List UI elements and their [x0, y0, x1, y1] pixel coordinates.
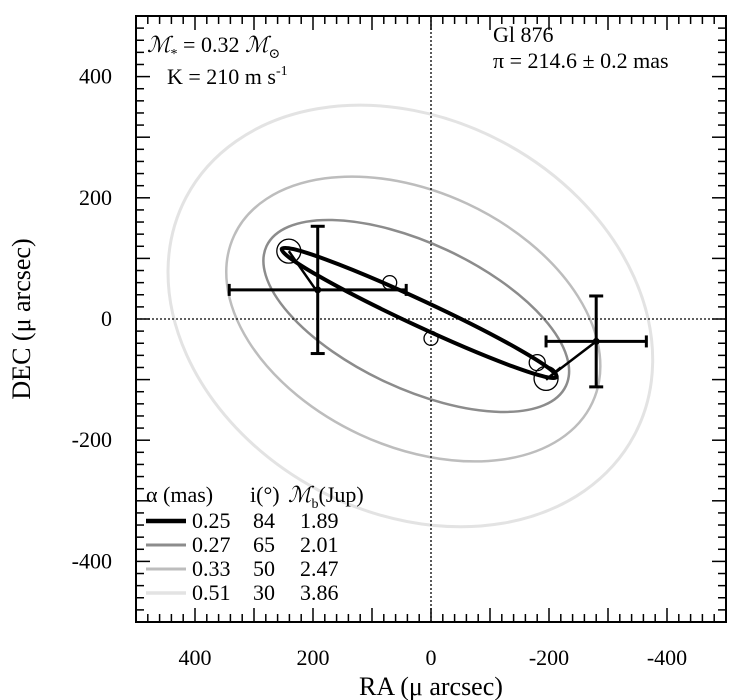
orbit-ellipse-alpha-0.25 — [279, 245, 559, 381]
observation-1 — [227, 224, 408, 356]
planet-mass-symbol: ℳ — [288, 482, 315, 507]
legend-planet-mass-value: 2.47 — [300, 556, 339, 581]
orbit-ellipse-alpha-0.33 — [225, 175, 602, 463]
orbit-ellipses — [166, 103, 655, 529]
legend-row-3: 0.33 50 2.47 — [146, 556, 339, 581]
x-tick-label: 400 — [179, 645, 212, 670]
solar-mass-symbol: ℳ — [245, 32, 272, 57]
predicted-position-circle — [276, 238, 302, 264]
legend-inclination-value: 65 — [253, 532, 275, 557]
legend-header-alpha: α (mas) — [146, 482, 213, 507]
star-name-label: Gl 876 — [493, 22, 554, 47]
planet-mass-unit: (Jup) — [319, 482, 364, 507]
y-axis-label: DEC (μ arcsec) — [7, 238, 36, 399]
semi-amplitude-text: K = 210 m s — [167, 64, 276, 89]
stellar-mass-symbol: ℳ — [147, 32, 174, 57]
x-axis-label: RA (μ arcsec) — [359, 672, 503, 700]
y-tick-label: 400 — [79, 64, 112, 89]
x-tick-label: -200 — [529, 645, 569, 670]
legend-planet-mass-value: 1.89 — [300, 508, 339, 533]
legend-alpha-value: 0.25 — [192, 508, 231, 533]
legend-alpha-value: 0.33 — [192, 556, 231, 581]
observation-points — [227, 224, 648, 392]
legend-row-2: 0.27 65 2.01 — [146, 532, 339, 557]
residual-connector — [287, 250, 317, 291]
zero-reference-lines — [136, 16, 726, 622]
legend: α (mas) i(°) ℳb(Jup) 0.25 84 1.89 0.27 65 2.0… — [146, 482, 364, 605]
solar-mass-subscript: ⊙ — [268, 47, 280, 62]
legend-header-planet-mass: ℳb(Jup) — [288, 482, 364, 512]
plot-frame: 400 200 0 -200 -400 -400 -200 0 200 400 — [72, 15, 727, 670]
x-tick-label: 0 — [426, 645, 437, 670]
legend-alpha-value: 0.27 — [192, 532, 231, 557]
stellar-mass-value: = 0.32 — [178, 32, 245, 57]
residual-connector — [545, 340, 597, 381]
legend-inclination-value: 30 — [253, 580, 275, 605]
y-tick-label: -200 — [72, 427, 112, 452]
predicted-position-circle — [423, 330, 439, 347]
svg-text:K = 210 m s-1: K = 210 m s-1 — [167, 64, 288, 89]
y-tick-label: 0 — [101, 306, 112, 331]
orbit-ellipse-alpha-0.27 — [262, 218, 571, 414]
legend-planet-mass-value: 3.86 — [300, 580, 339, 605]
predicted-position-circle — [382, 274, 398, 291]
legend-alpha-value: 0.51 — [192, 580, 231, 605]
semi-amplitude-annotation: K = 210 m s-1 — [167, 64, 288, 89]
planet-mass-subscript: b — [312, 497, 319, 512]
orbit-ellipse-alpha-0.51 — [166, 103, 655, 529]
stellar-mass-subscript: * — [171, 47, 178, 62]
legend-rows: 0.25 84 1.89 0.27 65 2.01 0.33 50 2.47 0.51 30 3.86 — [146, 508, 339, 605]
y-tick-label: 200 — [79, 185, 112, 210]
predicted-position-circle — [533, 365, 559, 392]
legend-row-1: 0.25 84 1.89 — [146, 508, 339, 533]
legend-row-4: 0.51 30 3.86 — [146, 580, 339, 605]
legend-inclination-value: 84 — [253, 508, 275, 533]
legend-planet-mass-value: 2.01 — [300, 532, 339, 557]
semi-amplitude-exponent: -1 — [276, 64, 288, 79]
svg-text:ℳ* = 0.32 ℳ⊙: ℳ* = 0.32 ℳ⊙ — [147, 32, 280, 62]
parallax-label: π = 214.6 ± 0.2 mas — [493, 48, 669, 73]
mass-annotation: ℳ* = 0.32 ℳ⊙ — [147, 32, 280, 62]
x-tick-label: 200 — [297, 645, 330, 670]
legend-inclination-value: 50 — [253, 556, 275, 581]
x-tick-label: -400 — [647, 645, 687, 670]
y-tick-label: -400 — [72, 548, 112, 573]
legend-header-inclination: i(°) — [250, 482, 280, 507]
